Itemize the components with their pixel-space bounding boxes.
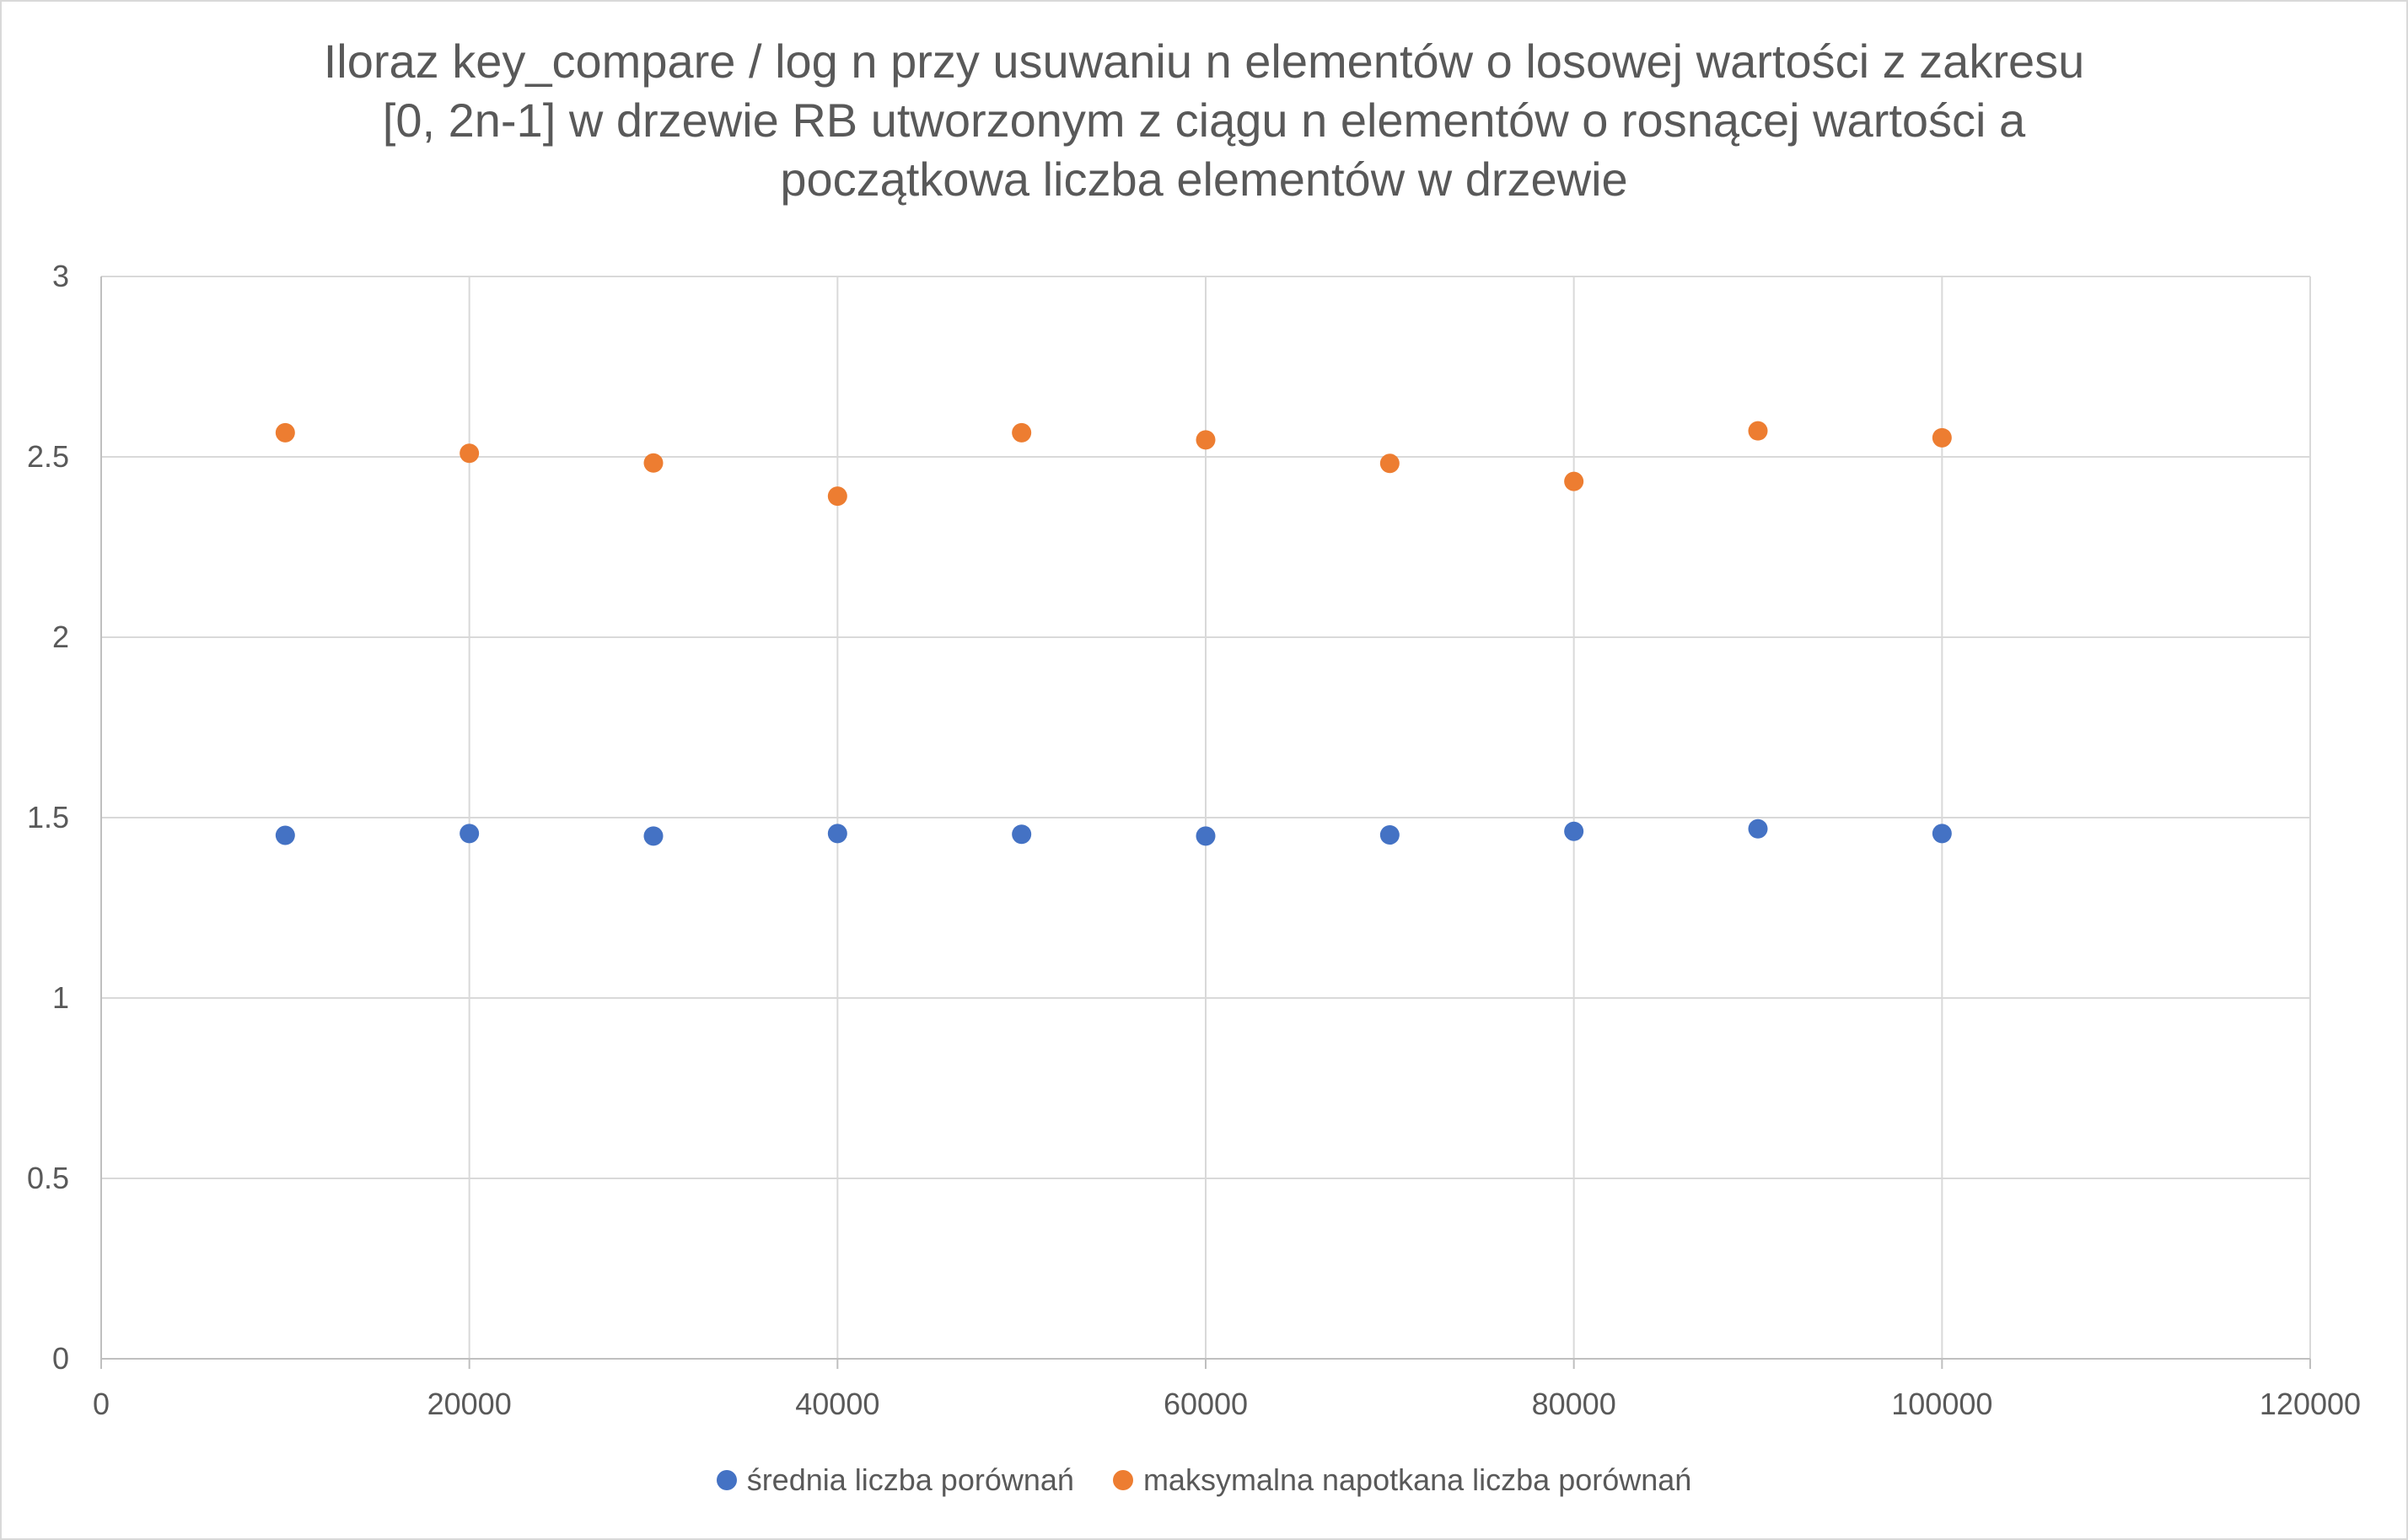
legend-label-srednia: średnia liczba porównań xyxy=(746,1462,1074,1497)
chart-title-line-1: Iloraz key_compare / log n przy usuwaniu… xyxy=(323,35,2085,88)
legend-item-maksymalna: maksymalna napotkana liczba porównań xyxy=(1112,1462,1692,1498)
y-tick-label: 2.5 xyxy=(27,439,69,474)
chart-title-line-2: [0, 2n-1] w drzewie RB utworzonym z ciąg… xyxy=(382,94,2026,147)
chart-title: Iloraz key_compare / log n przy usuwaniu… xyxy=(0,32,2408,209)
data-point-maksymalna xyxy=(827,486,847,507)
y-tick-label: 2 xyxy=(52,620,69,654)
data-point-maksymalna xyxy=(1932,427,1952,448)
data-point-srednia xyxy=(1379,825,1400,845)
y-tick-label: 0.5 xyxy=(27,1161,69,1195)
data-point-srednia xyxy=(1748,818,1768,839)
legend-item-srednia: średnia liczba porównań xyxy=(716,1462,1074,1498)
legend-label-maksymalna: maksymalna napotkana liczba porównań xyxy=(1142,1462,1692,1497)
y-tick-label: 1.5 xyxy=(27,800,69,834)
data-point-maksymalna xyxy=(1379,453,1400,474)
x-tick-label: 20000 xyxy=(427,1387,512,1421)
y-tick-label: 1 xyxy=(52,980,69,1015)
data-point-maksymalna xyxy=(275,422,295,443)
x-tick-label: 80000 xyxy=(1532,1387,1616,1421)
data-point-srednia xyxy=(275,825,295,845)
y-tick-label: 3 xyxy=(52,259,69,293)
chart-title-line-3: początkowa liczba elementów w drzewie xyxy=(780,153,1628,206)
data-point-srednia xyxy=(827,824,847,844)
legend: średnia liczba porównań maksymalna napot… xyxy=(0,1462,2408,1498)
x-tick-label: 120000 xyxy=(2260,1387,2361,1421)
data-point-srednia xyxy=(1932,824,1952,844)
data-point-srednia xyxy=(643,826,664,846)
x-tick-label: 60000 xyxy=(1164,1387,1248,1421)
data-point-maksymalna xyxy=(643,453,664,473)
data-point-maksymalna xyxy=(460,443,480,464)
data-point-srednia xyxy=(1564,821,1584,841)
data-point-srednia xyxy=(1012,824,1032,845)
y-tick-label: 0 xyxy=(52,1341,69,1376)
legend-marker-maksymalna xyxy=(1112,1470,1133,1490)
data-point-maksymalna xyxy=(1564,471,1584,491)
x-tick-label: 100000 xyxy=(1891,1387,1992,1421)
data-point-maksymalna xyxy=(1012,422,1032,443)
data-point-srednia xyxy=(1196,826,1216,846)
data-point-maksymalna xyxy=(1748,421,1768,441)
legend-marker-srednia xyxy=(716,1470,737,1490)
data-point-maksymalna xyxy=(1196,430,1216,450)
data-point-srednia xyxy=(460,824,480,844)
x-tick-label: 40000 xyxy=(795,1387,879,1421)
x-tick-label: 0 xyxy=(93,1387,110,1421)
